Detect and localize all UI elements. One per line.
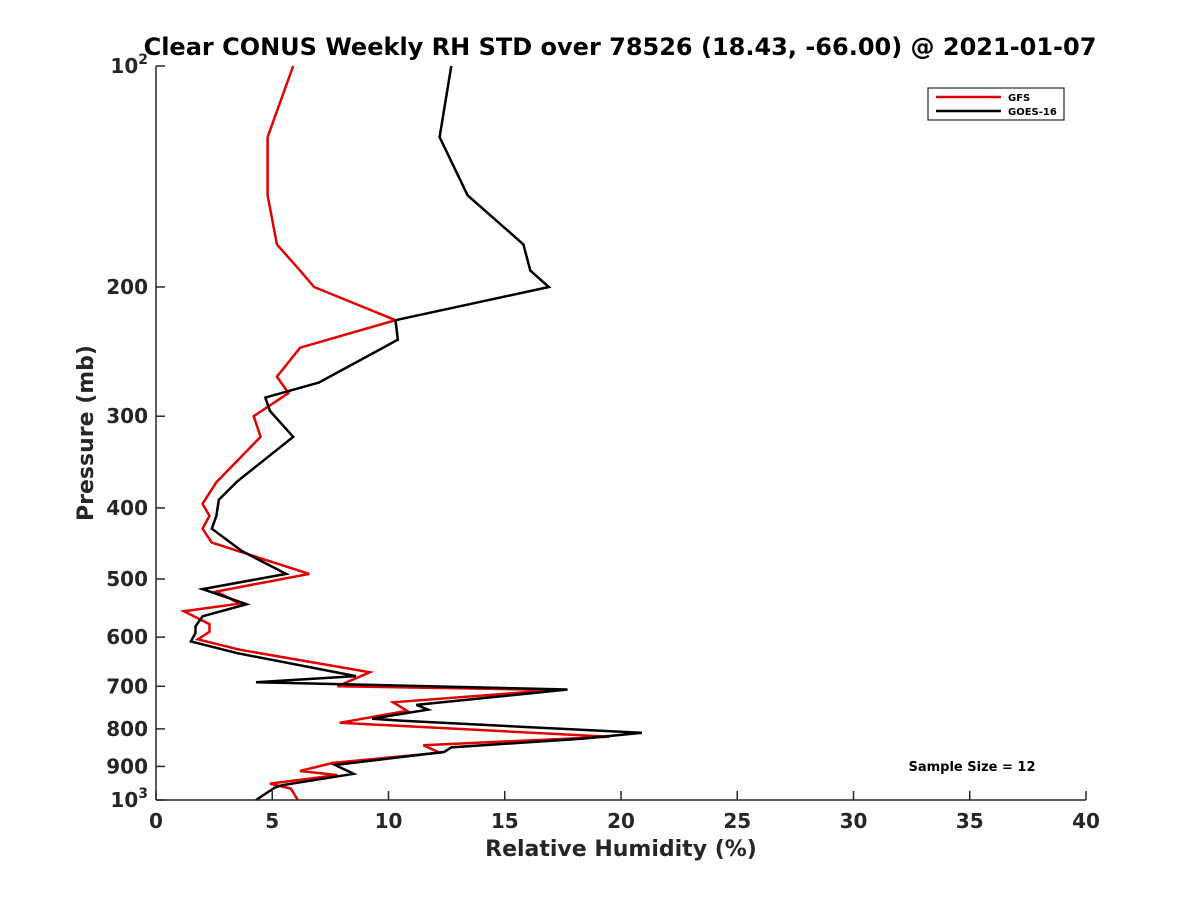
- legend-label-goes-16: GOES-16: [1008, 107, 1057, 118]
- x-tick-label: 20: [607, 809, 635, 833]
- series-layer: [179, 65, 643, 802]
- y-axis-ticks: 102 200 300 400 500 600 700 800 900 103: [106, 52, 165, 812]
- y-tick-label: 200: [106, 275, 148, 299]
- y-tick-label: 600: [106, 625, 148, 649]
- x-axis-ticks: 0 5 10 15 20 25 30 35 40: [149, 791, 1100, 833]
- legend-box: [927, 87, 1065, 121]
- x-tick-label: 35: [956, 809, 984, 833]
- series-line-gfs: [179, 65, 610, 801]
- y-axis-label: Pressure (mb): [74, 345, 99, 521]
- legend-label-gfs: GFS: [1008, 93, 1030, 104]
- y-tick-label: 103: [110, 786, 148, 812]
- y-tick-label: 900: [106, 754, 148, 778]
- x-tick-label: 10: [375, 809, 403, 833]
- series-line-goes-16: [189, 65, 643, 802]
- y-tick-label: 500: [106, 567, 148, 591]
- x-tick-label: 25: [723, 809, 751, 833]
- x-axis-label: Relative Humidity (%): [485, 837, 757, 862]
- x-tick-label: 15: [491, 809, 519, 833]
- y-tick-label: 400: [106, 496, 148, 520]
- x-tick-label: 30: [840, 809, 868, 833]
- x-tick-label: 40: [1072, 809, 1100, 833]
- y-tick-label: 300: [106, 404, 148, 428]
- chart-title: Clear CONUS Weekly RH STD over 78526 (18…: [144, 33, 1097, 61]
- x-tick-label: 5: [265, 809, 279, 833]
- y-tick-label: 102: [110, 52, 148, 78]
- plot-area: [156, 66, 1086, 800]
- sample-size-annotation: Sample Size = 12: [908, 760, 1035, 775]
- y-tick-label: 800: [106, 717, 148, 741]
- legend: GFS GOES-16: [927, 87, 1065, 121]
- x-tick-label: 0: [149, 809, 163, 833]
- y-tick-label: 700: [106, 674, 148, 698]
